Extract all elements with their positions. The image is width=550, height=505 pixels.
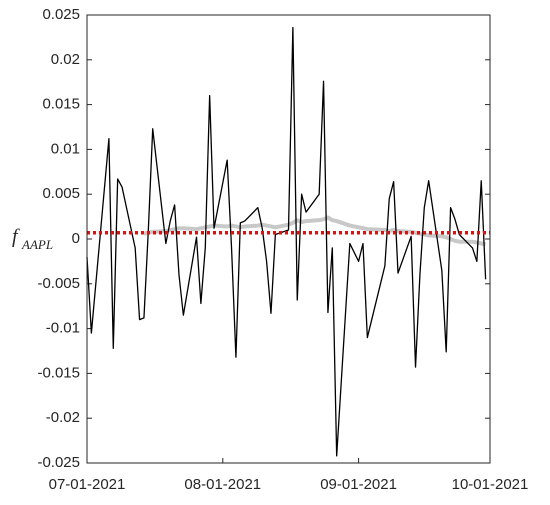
y-tick-label: 0.025 — [42, 6, 80, 23]
y-tick-label: 0.005 — [42, 185, 80, 202]
series-line — [143, 215, 487, 247]
y-axis-label: f — [12, 226, 20, 248]
y-axis-label-subscript: AAPL — [21, 237, 53, 252]
y-tick-label: 0 — [72, 230, 80, 247]
y-tick-label: -0.01 — [46, 320, 80, 337]
x-tick-label: 10-01-2021 — [452, 476, 529, 493]
x-tick-label: 09-01-2021 — [320, 476, 397, 493]
y-tick-label: -0.02 — [46, 409, 80, 426]
y-tick-label: 0.015 — [42, 96, 80, 113]
y-tick-label: 0.02 — [51, 51, 80, 68]
series-line — [86, 26, 487, 457]
y-tick-label: 0.01 — [51, 140, 80, 157]
plot-frame — [86, 14, 491, 464]
x-tick-label: 08-01-2021 — [184, 476, 261, 493]
y-tick-label: -0.005 — [37, 275, 80, 292]
y-tick-label: -0.015 — [37, 364, 80, 381]
x-tick-label: 07-01-2021 — [49, 476, 126, 493]
y-tick-label: -0.025 — [37, 454, 80, 471]
